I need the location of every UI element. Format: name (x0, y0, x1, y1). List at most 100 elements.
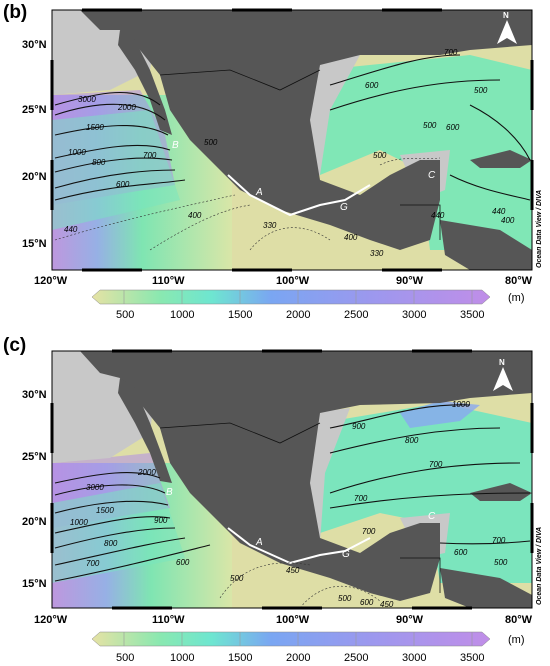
border-line-south-b (400, 204, 441, 240)
contours-west-b (54, 91, 186, 201)
contours-gulf-b (329, 54, 531, 201)
odv-watermark: Ocean Data View / DIVA (536, 190, 543, 268)
map-c-svg: 3000 2000 1500 1000 900 800 700 600 500 … (22, 349, 543, 664)
contour-label: 500 (373, 151, 387, 160)
contour-label: 700 (354, 494, 368, 503)
contour-label: 900 (352, 422, 366, 431)
panel-label-b: (b) (3, 2, 28, 23)
colorbar-tick: 2500 (344, 309, 368, 321)
contour-label: 440 (64, 225, 78, 234)
land-central-america-b (440, 220, 532, 270)
contour-label: 500 (230, 574, 244, 583)
border-line-south-c (400, 557, 441, 593)
border-line-c (159, 422, 321, 444)
y-tick: 15°N (22, 238, 47, 250)
site-label-g: G (342, 549, 350, 560)
contour-label: 440 (431, 211, 445, 220)
contour-label: 1500 (96, 506, 114, 515)
colorbar-tick: 1000 (170, 309, 194, 321)
land-cuba-c (470, 483, 532, 501)
x-tick: 120°W (34, 275, 68, 287)
frame-ticks (50, 349, 534, 610)
contour-label: 500 (204, 138, 218, 147)
contour-label: 500 (338, 594, 352, 603)
frame-ticks (50, 8, 534, 272)
contours-west-c (54, 472, 211, 582)
land-central-america-c (440, 568, 532, 608)
x-tick: 90°W (396, 614, 424, 626)
colorbar-tick: 3000 (402, 652, 426, 664)
x-tick: 80°W (505, 275, 533, 287)
contour-label: 3000 (78, 95, 96, 104)
x-tick: 110°W (152, 614, 185, 626)
y-tick: 20°N (22, 171, 47, 183)
north-label: N (499, 358, 505, 367)
contour-label: 600 (446, 123, 460, 132)
y-tick: 30°N (22, 389, 47, 401)
contour-label: 440 (492, 207, 506, 216)
contour-label: 600 (365, 81, 379, 90)
map-panel-b: 3000 2000 1500 1000 800 700 600 500 440 … (3, 2, 543, 321)
colorbar-tick: 2000 (286, 309, 310, 321)
site-label-c: C (428, 511, 436, 522)
contour-label: 1000 (452, 400, 470, 409)
contour-label: 700 (444, 48, 458, 57)
contour-label: 900 (154, 516, 168, 525)
contour-label: 600 (360, 598, 374, 607)
y-tick: 25°N (22, 451, 47, 463)
contour-label: 400 (188, 211, 202, 220)
site-label-b: B (166, 487, 173, 498)
colorbar-unit: (m) (508, 292, 525, 304)
colorbar-tick: 3500 (460, 309, 484, 321)
contour-label: 500 (494, 558, 508, 567)
contour-label: 2000 (137, 468, 156, 477)
contour-label: 700 (143, 151, 157, 160)
north-arrow-icon (497, 20, 517, 44)
contour-label: 1000 (68, 148, 86, 157)
contour-label: 600 (176, 558, 190, 567)
x-tick: 100°W (276, 614, 310, 626)
contour-label: 2000 (117, 103, 136, 112)
contour-label: 500 (423, 121, 437, 130)
contour-label: 330 (370, 249, 384, 258)
contour-label: 400 (344, 233, 358, 242)
colorbar-unit: (m) (508, 634, 525, 646)
contour-label: 700 (86, 559, 100, 568)
site-label-b: B (172, 140, 179, 151)
contour-label: 500 (474, 86, 488, 95)
north-label: N (503, 11, 509, 20)
site-label-c: C (428, 170, 436, 181)
mid-field-b (52, 110, 180, 230)
coast-track-b (227, 174, 371, 217)
contour-label: 700 (362, 527, 376, 536)
x-tick: 80°W (505, 614, 533, 626)
y-tick: 15°N (22, 578, 47, 590)
contour-label: 1000 (70, 518, 88, 527)
y-tick: 30°N (22, 39, 47, 51)
north-arrow-icon (493, 367, 513, 391)
land-mexico-c (80, 351, 532, 601)
site-label-g: G (340, 202, 348, 213)
border-line-b (159, 69, 321, 91)
contour-label: 450 (286, 566, 300, 575)
map-panel-c: 3000 2000 1500 1000 900 800 700 600 500 … (0, 333, 550, 666)
contour-label: 800 (104, 539, 118, 548)
x-tick: 100°W (276, 275, 310, 287)
x-tick: 110°W (152, 275, 185, 287)
colorbar-tick: 3500 (460, 652, 484, 664)
contour-label: 400 (501, 216, 515, 225)
colorbar-tick: 3000 (402, 309, 426, 321)
land-baja-b (118, 30, 172, 135)
gulf-field-c (320, 403, 532, 583)
contour-label: 330 (263, 221, 277, 230)
contour-label: 800 (92, 158, 106, 167)
contours-dashed-b (54, 157, 441, 251)
land-baja-c (118, 378, 172, 483)
contour-label: 1500 (86, 123, 104, 132)
colorbar-tick: 500 (116, 309, 134, 321)
contour-label: 700 (429, 460, 443, 469)
colorbar-b (91, 289, 491, 305)
land-cuba-b (470, 150, 532, 168)
contour-label: 600 (454, 548, 468, 557)
contour-label: 700 (492, 536, 506, 545)
